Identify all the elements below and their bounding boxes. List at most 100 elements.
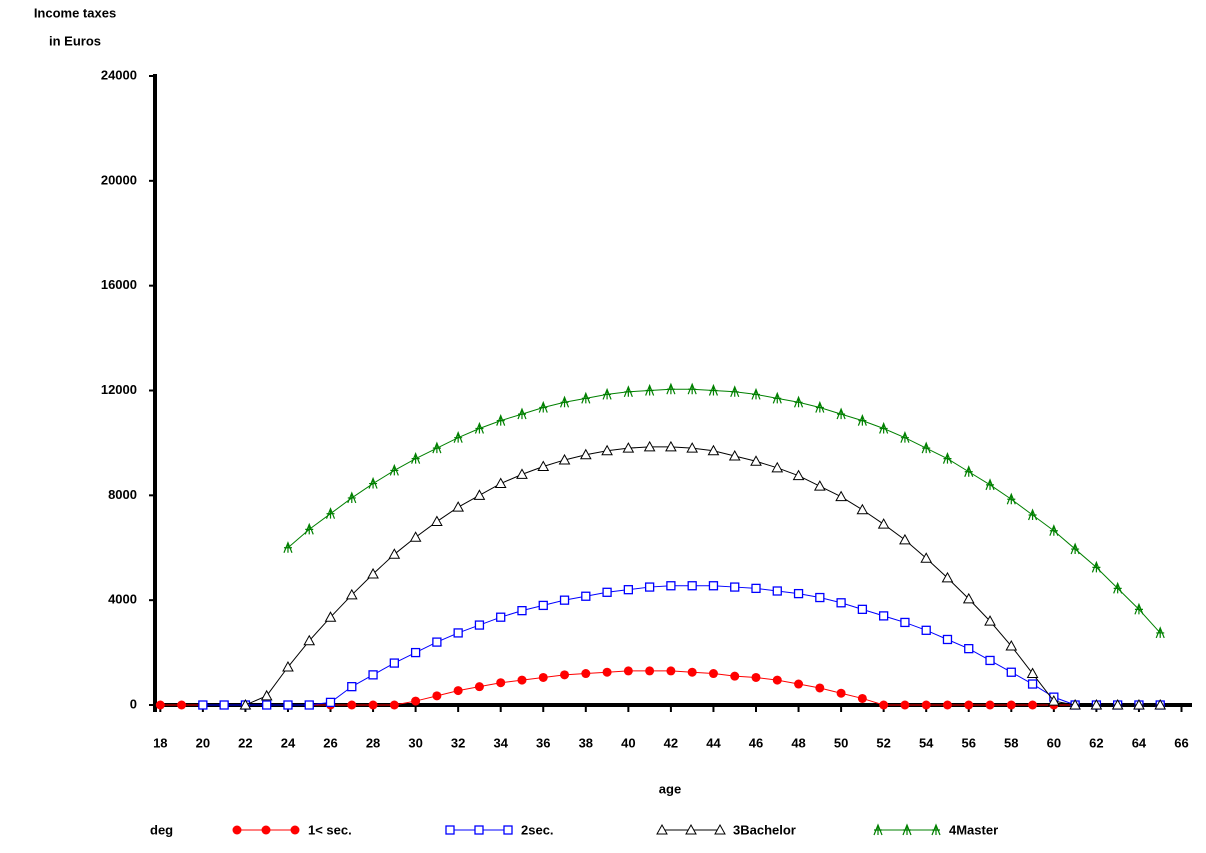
data-point [813,480,826,491]
data-point [707,444,720,456]
x-tick-label: 46 [749,735,763,750]
data-point [900,431,910,443]
data-point [900,700,910,710]
x-tick-label: 62 [1089,735,1103,750]
x-tick-label: 36 [536,735,550,750]
data-point [1026,667,1039,679]
data-point [835,490,847,502]
y-tick-label: 8000 [108,487,137,502]
data-point [708,383,719,396]
x-tick-label: 34 [493,735,508,750]
data-point [857,604,868,614]
x-tick-label: 32 [451,735,465,750]
data-point [324,611,337,622]
data-point [1154,698,1167,710]
data-point [1111,698,1124,710]
y-axis-label: Income taxes [34,5,116,20]
data-point [730,385,740,398]
data-point [623,666,633,676]
data-point [836,598,846,608]
data-point [496,612,506,622]
legend-marker [714,823,726,835]
data-point [815,400,825,413]
data-point [942,634,953,645]
y-tick-label: 12000 [101,382,137,397]
legend-label: 3Bachelor [733,822,796,837]
x-tick-label: 38 [579,735,593,750]
data-point [687,667,697,677]
data-point [1133,698,1145,710]
data-point [239,698,252,710]
data-point [538,600,548,611]
legend-marker [261,825,271,835]
x-tick-label: 58 [1004,735,1018,750]
data-point [1069,698,1081,710]
data-point [219,700,229,710]
data-point [1028,508,1038,521]
data-point [1049,524,1059,536]
data-point [1005,640,1018,651]
data-point [347,682,357,692]
data-point [559,595,570,605]
data-point [581,391,591,404]
data-point [879,700,889,710]
data-point [751,583,761,594]
x-axis-label: age [659,781,681,796]
data-point [325,507,336,519]
data-point [282,660,294,672]
data-point [347,491,357,504]
data-point [303,634,316,646]
data-point [517,407,527,420]
data-point [409,531,422,542]
data-point [643,440,656,452]
data-point [283,700,293,710]
data-point [856,503,869,515]
data-point [473,489,486,500]
data-point [431,515,443,527]
legend-marker [873,823,883,836]
data-point [1155,626,1165,639]
data-point [921,441,931,454]
y-tick-label: 24000 [101,67,137,82]
data-point [857,414,867,426]
series-line [287,388,1161,634]
x-tick-label: 18 [153,735,167,750]
data-point [942,700,952,710]
data-point [602,667,612,677]
data-point [921,700,931,710]
data-point [920,552,933,563]
data-point [1134,602,1144,615]
data-point [453,628,463,638]
x-tick-label: 56 [962,735,976,750]
data-point [432,637,442,647]
data-point [432,691,442,701]
data-point [1006,667,1016,677]
data-point [560,670,570,680]
data-point [962,592,975,604]
data-point [687,382,697,395]
data-point [262,700,272,710]
data-point [198,700,208,710]
data-point [347,700,357,710]
legend-marker [290,825,300,835]
data-point [687,581,697,591]
data-point [666,666,676,676]
data-point [304,522,314,535]
data-point [985,655,995,666]
data-point [558,453,571,465]
data-point [474,682,484,692]
data-point [453,431,463,443]
series-line [202,585,1161,706]
y-tick-label: 20000 [101,172,137,187]
data-point [453,686,463,696]
series-line [245,446,1161,706]
x-tick-label: 28 [366,735,380,750]
data-point [708,669,718,679]
data-point [836,688,846,698]
data-point [1027,679,1038,689]
data-point [793,588,804,599]
data-point [538,400,548,413]
data-point [368,670,378,680]
x-tick-label: 42 [664,735,678,750]
x-tick-label: 44 [706,735,721,750]
